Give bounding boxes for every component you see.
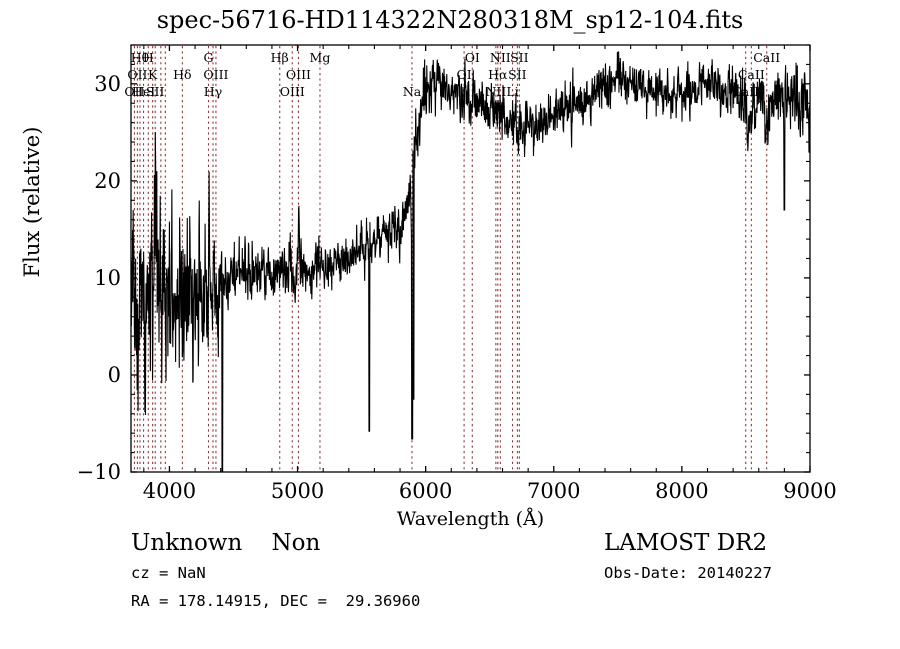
spectral-line-label: Hδ (173, 67, 191, 82)
y-tick-label: 30 (94, 72, 121, 96)
plot-frame (130, 44, 811, 473)
obs-date: Obs-Date: 20140227 (604, 564, 772, 582)
spectral-line-label: OIII (280, 84, 305, 99)
flux-trace (131, 51, 810, 472)
spectral-line-label: CaII (732, 84, 759, 99)
survey-name: LAMOST DR2 (604, 530, 768, 556)
spectral-line-label: NII (490, 50, 511, 65)
spectral-line-label: Li (506, 84, 518, 99)
flux-line (131, 51, 810, 472)
page-title: spec-56716-HD114322N280318M_sp12-104.fit… (156, 6, 744, 34)
x-tick-label: 9000 (783, 479, 836, 503)
x-tick-label: 7000 (527, 479, 580, 503)
spectral-line-label: H (143, 50, 154, 65)
spectral-line-label: SII (508, 67, 527, 82)
cz-value: cz = NaN (131, 564, 206, 582)
footer-right: LAMOST DR2 Obs-Date: 20140227 (604, 532, 772, 582)
x-tick-label: 5000 (271, 479, 324, 503)
spectral-line-label: OI (457, 67, 472, 82)
axis-tick-labels: 4000 5000 6000 7000 8000 9000 −10 0 10 20 30 (77, 72, 837, 503)
spectral-line-label: NII (485, 84, 506, 99)
x-tick-label: 4000 (143, 479, 196, 503)
spectral-line-label: Hα (488, 67, 508, 82)
spectral-line-label: Na (403, 84, 422, 99)
spectral-line-label: SII (510, 50, 529, 65)
y-tick-label: −10 (77, 460, 121, 484)
spectral-line-label: OIII (286, 67, 311, 82)
spectral-line-label: OIII (203, 67, 228, 82)
y-axis-label: Flux (relative) (20, 126, 44, 278)
spectral-line-label: OII (124, 84, 144, 99)
coordinates: RA = 178.14915, DEC = 29.36960 (131, 591, 421, 610)
spectral-line-label: SII (146, 84, 165, 99)
spectral-line-label: Hθ (131, 50, 149, 65)
spectral-line-label: OI (465, 50, 480, 65)
spectral-line-label: CaII (738, 67, 765, 82)
object-class: Unknown Non (131, 530, 321, 556)
y-tick-label: 20 (94, 169, 121, 193)
x-axis-label: Wavelength (Å) (396, 508, 545, 530)
spectral-line-label: Mg (310, 50, 331, 65)
footer-left: Unknown Non cz = NaN RA = 178.14915, DEC… (131, 532, 420, 609)
spectral-line-label: Hγ (204, 84, 222, 99)
y-tick-label: 10 (94, 266, 121, 290)
spectral-line-label: HeI (132, 84, 155, 99)
spectral-line-label: K (148, 67, 158, 82)
spectral-line-label: Hβ (271, 50, 289, 65)
spectral-line-label: G (204, 50, 214, 65)
spectral-line-labels: OII OII Hθ HeI HK SII Hδ G Hγ OIII Hβ OIII OIII Mg Na O… (124, 50, 780, 99)
spectral-line-label: CaII (753, 50, 780, 65)
x-tick-label: 8000 (655, 479, 708, 503)
x-tick-label: 6000 (399, 479, 452, 503)
spectral-line-label: OII (127, 67, 147, 82)
y-tick-label: 0 (108, 363, 121, 387)
